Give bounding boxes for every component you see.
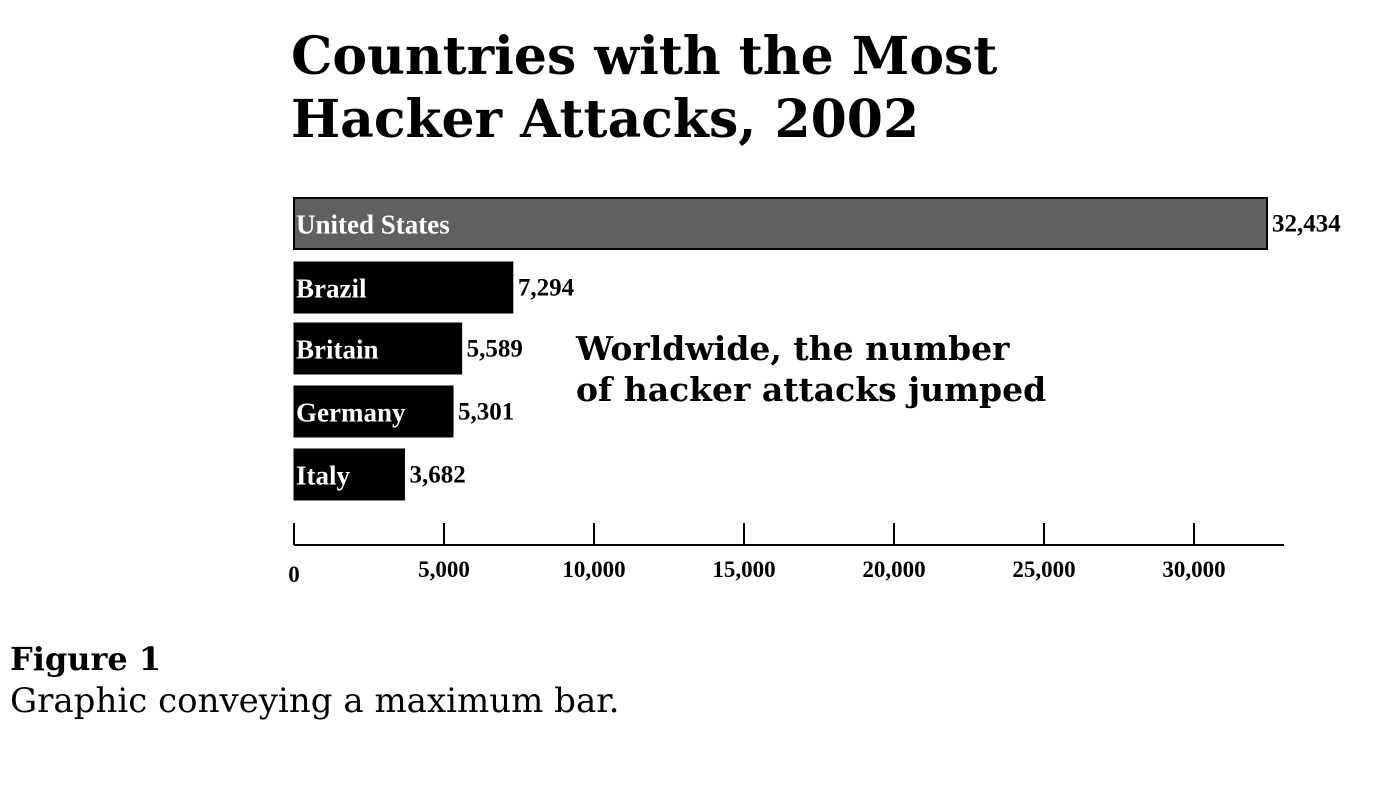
hacker-attacks-chart: Countries with the Most Hacker Attacks, … bbox=[288, 26, 1341, 587]
bar-germany bbox=[293, 385, 454, 438]
bar-brazil bbox=[293, 261, 514, 314]
bars-group: United States 32,434 Brazil 7,294 Britain 5,5… bbox=[293, 197, 1341, 501]
figure-caption: Figure 1 Graphic conveying a maximum bar… bbox=[10, 638, 620, 722]
value-label-brazil: 7,294 bbox=[518, 275, 575, 302]
annotation-line-1: Worldwide, the number bbox=[575, 329, 1010, 368]
value-label-britain: 5,589 bbox=[467, 336, 523, 363]
chart-title-line-2: Hacker Attacks, 2002 bbox=[291, 89, 919, 150]
bar-label-brazil: Brazil bbox=[296, 274, 367, 304]
x-tick-label-0: 0 bbox=[288, 562, 300, 587]
chart-title-line-1: Countries with the Most bbox=[291, 26, 997, 87]
bar-label-germany: Germany bbox=[296, 398, 406, 428]
figure-caption-title: Figure 1 bbox=[10, 640, 162, 678]
bar-label-united-states: United States bbox=[296, 210, 450, 240]
x-tick-label-10000: 10,000 bbox=[562, 557, 625, 582]
x-tick-label-20000: 20,000 bbox=[862, 557, 925, 582]
x-axis: 0 5,000 10,000 15,000 20,000 25,000 30,000 bbox=[288, 523, 1284, 587]
annotation-line-2: of hacker attacks jumped bbox=[576, 370, 1046, 409]
bar-united-states bbox=[293, 197, 1269, 250]
x-tick-label-15000: 15,000 bbox=[712, 557, 775, 582]
bar-label-italy: Italy bbox=[296, 461, 351, 491]
figure-caption-text: Graphic conveying a maximum bar. bbox=[10, 681, 620, 721]
value-label-italy: 3,682 bbox=[409, 462, 465, 489]
value-label-germany: 5,301 bbox=[458, 399, 514, 426]
x-tick-label-30000: 30,000 bbox=[1162, 557, 1225, 582]
bar-britain bbox=[293, 322, 463, 375]
x-tick-label-5000: 5,000 bbox=[418, 557, 470, 582]
x-tick-label-25000: 25,000 bbox=[1012, 557, 1075, 582]
bar-label-britain: Britain bbox=[296, 335, 379, 365]
bar-italy bbox=[293, 448, 405, 501]
value-label-united-states: 32,434 bbox=[1272, 211, 1341, 238]
